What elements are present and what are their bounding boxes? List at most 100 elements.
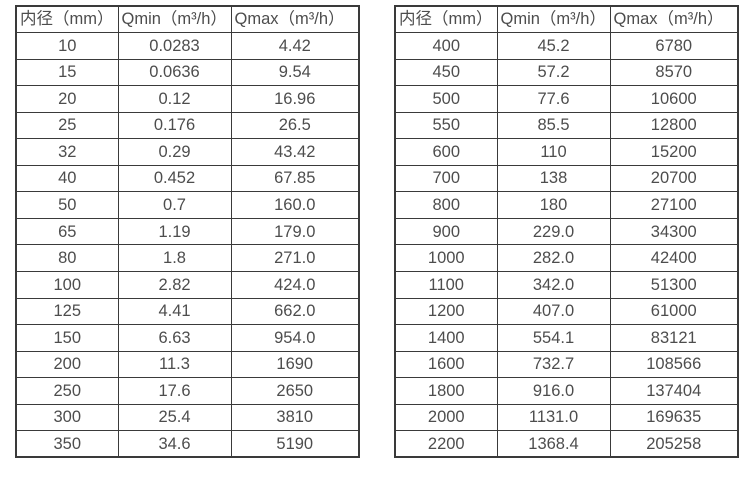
table-cell: 916.0	[496, 377, 611, 405]
flow-range-table-small-diameters: 内径（mm） Qmin（m³/h） Qmax（m³/h） 10 0.0283 4.4…	[15, 5, 360, 459]
table-cell: 15200	[609, 138, 739, 166]
table-cell: 2000	[394, 403, 498, 432]
table-cell: 271.0	[230, 244, 360, 272]
table-cell: 424.0	[230, 270, 360, 299]
table-cell: 17.6	[117, 377, 232, 405]
table-cell: 954.0	[230, 324, 360, 352]
table-cell: 40	[15, 164, 119, 193]
table-cell: 20700	[609, 164, 739, 193]
table-cell: 6780	[609, 32, 739, 60]
table-cell: 350	[15, 430, 119, 458]
table-cell: 80	[15, 244, 119, 272]
table-cell: 83121	[609, 324, 739, 352]
table-row: 900 229.0 34300	[394, 217, 739, 246]
table-cell: 282.0	[496, 244, 611, 272]
table-cell: 61000	[609, 297, 739, 326]
table-cell: 6.63	[117, 324, 232, 352]
header-inner-diameter: 内径（mm）	[15, 5, 119, 34]
table-row: 32 0.29 43.42	[15, 138, 360, 166]
table-cell: 2650	[230, 377, 360, 405]
table-cell: 1368.4	[496, 430, 611, 458]
table-cell: 12800	[609, 111, 739, 140]
table-cell: 9.54	[230, 58, 360, 87]
table-cell: 34300	[609, 217, 739, 246]
table-row: 40 0.452 67.85	[15, 164, 360, 193]
table-cell: 137404	[609, 377, 739, 405]
table-cell: 342.0	[496, 270, 611, 299]
header-qmax: Qmax（m³/h）	[230, 5, 360, 34]
table-row: 150 6.63 954.0	[15, 324, 360, 352]
table-cell: 4.42	[230, 32, 360, 60]
table-cell: 205258	[609, 430, 739, 458]
table-cell: 1000	[394, 244, 498, 272]
table-cell: 200	[15, 350, 119, 379]
table-row: 80 1.8 271.0	[15, 244, 360, 272]
table-row: 500 77.6 10600	[394, 85, 739, 113]
table-cell: 662.0	[230, 297, 360, 326]
flow-range-tables-container: 内径（mm） Qmin（m³/h） Qmax（m³/h） 10 0.0283 4.4…	[15, 5, 739, 459]
table-cell: 900	[394, 217, 498, 246]
table-cell: 2.82	[117, 270, 232, 299]
table-cell: 179.0	[230, 217, 360, 246]
table-row: 2000 1131.0 169635	[394, 403, 739, 432]
table-cell: 1400	[394, 324, 498, 352]
table-row: 550 85.5 12800	[394, 111, 739, 140]
table-cell: 138	[496, 164, 611, 193]
table-row: 1000 282.0 42400	[394, 244, 739, 272]
table-cell: 700	[394, 164, 498, 193]
table-cell: 550	[394, 111, 498, 140]
table-row: 1200 407.0 61000	[394, 297, 739, 326]
table-cell: 20	[15, 85, 119, 113]
table-row: 25 0.176 26.5	[15, 111, 360, 140]
table-row: 20 0.12 16.96	[15, 85, 360, 113]
table-cell: 100	[15, 270, 119, 299]
table-row: 1800 916.0 137404	[394, 377, 739, 405]
table-cell: 51300	[609, 270, 739, 299]
table-cell: 2200	[394, 430, 498, 458]
table-row: 300 25.4 3810	[15, 403, 360, 432]
table-cell: 554.1	[496, 324, 611, 352]
table-cell: 1131.0	[496, 403, 611, 432]
table-cell: 300	[15, 403, 119, 432]
table-cell: 4.41	[117, 297, 232, 326]
table-cell: 0.0636	[117, 58, 232, 87]
table-cell: 1.19	[117, 217, 232, 246]
table-cell: 180	[496, 191, 611, 219]
table-cell: 43.42	[230, 138, 360, 166]
table-row: 450 57.2 8570	[394, 58, 739, 87]
header-qmax: Qmax（m³/h）	[609, 5, 739, 34]
table-cell: 800	[394, 191, 498, 219]
table-cell: 11.3	[117, 350, 232, 379]
table-cell: 25.4	[117, 403, 232, 432]
table-cell: 407.0	[496, 297, 611, 326]
table-row: 700 138 20700	[394, 164, 739, 193]
table-cell: 229.0	[496, 217, 611, 246]
table-cell: 0.452	[117, 164, 232, 193]
table-row: 125 4.41 662.0	[15, 297, 360, 326]
table-cell: 3810	[230, 403, 360, 432]
table-row: 2200 1368.4 205258	[394, 430, 739, 458]
table-cell: 108566	[609, 350, 739, 379]
table-row: 1400 554.1 83121	[394, 324, 739, 352]
table-cell: 32	[15, 138, 119, 166]
table-row: 200 11.3 1690	[15, 350, 360, 379]
table-cell: 42400	[609, 244, 739, 272]
table-row: 65 1.19 179.0	[15, 217, 360, 246]
table-row: 350 34.6 5190	[15, 430, 360, 458]
table-cell: 0.7	[117, 191, 232, 219]
table-cell: 1100	[394, 270, 498, 299]
table-cell: 45.2	[496, 32, 611, 60]
table-cell: 110	[496, 138, 611, 166]
table-cell: 1.8	[117, 244, 232, 272]
table-cell: 150	[15, 324, 119, 352]
table-row: 10 0.0283 4.42	[15, 32, 360, 60]
table-cell: 250	[15, 377, 119, 405]
table-row: 400 45.2 6780	[394, 32, 739, 60]
table-row: 1100 342.0 51300	[394, 270, 739, 299]
flow-range-table-large-diameters: 内径（mm） Qmin（m³/h） Qmax（m³/h） 400 45.2 6780…	[394, 5, 739, 459]
table-cell: 169635	[609, 403, 739, 432]
table-cell: 67.85	[230, 164, 360, 193]
table-cell: 1600	[394, 350, 498, 379]
table-cell: 1800	[394, 377, 498, 405]
table-cell: 26.5	[230, 111, 360, 140]
